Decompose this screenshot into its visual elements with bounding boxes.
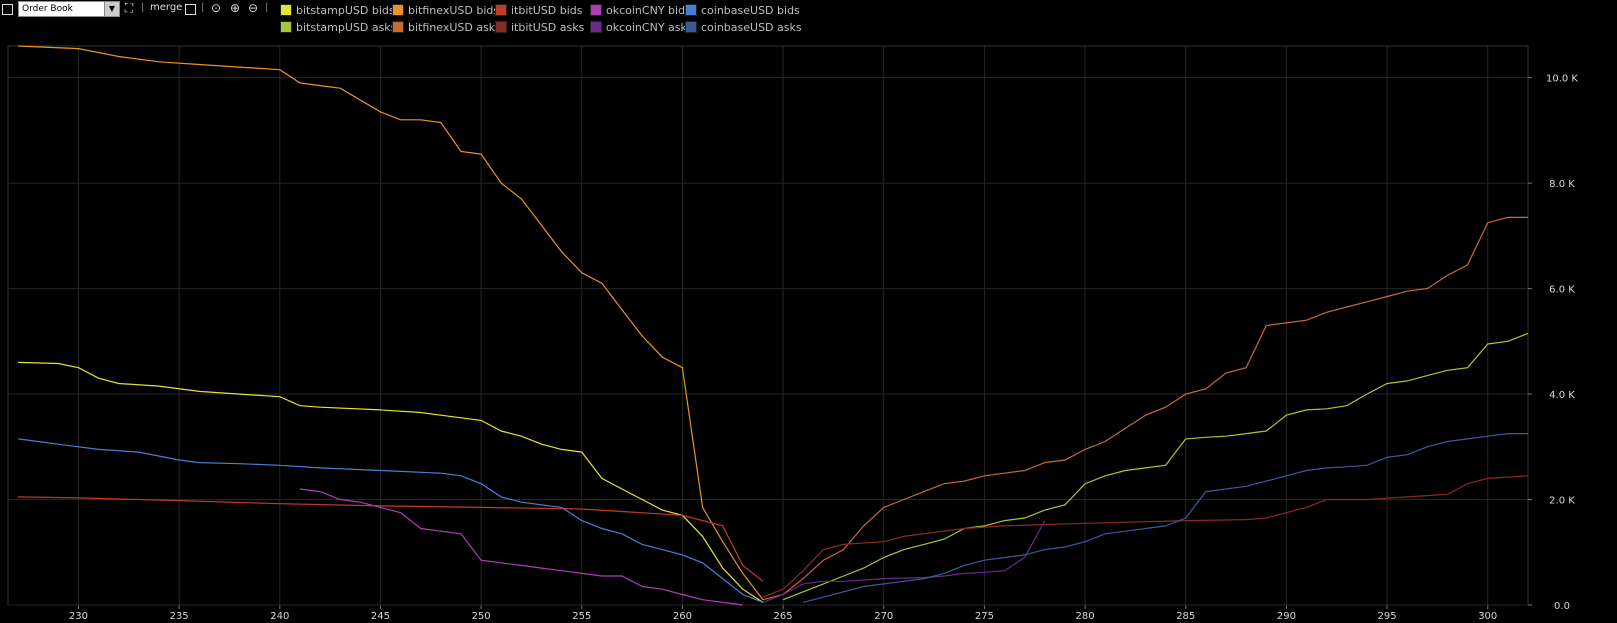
legend-item-okcoincny-asks[interactable]: okcoinCNY asks xyxy=(590,19,693,35)
toolbar-separator: | xyxy=(201,2,205,13)
y-tick-label: 4.0 K xyxy=(1549,390,1575,401)
x-tick-label: 295 xyxy=(1378,611,1397,622)
y-tick-label: 10.0 K xyxy=(1546,74,1578,85)
x-tick-label: 290 xyxy=(1277,611,1296,622)
legend-label: okcoinCNY asks xyxy=(606,20,693,34)
legend-swatch xyxy=(392,4,404,16)
series-line-coinbaseusd-bids xyxy=(18,438,764,603)
zoom-out-icon[interactable]: ⊖ xyxy=(247,1,259,15)
legend-label: coinbaseUSD bids xyxy=(701,3,800,17)
zoom-in-icon[interactable]: ⊕ xyxy=(229,1,241,15)
legend-swatch xyxy=(280,4,292,16)
view-select[interactable]: Order Book ▼ xyxy=(18,1,120,17)
legend-label: bitfinexUSD asks xyxy=(408,20,501,34)
x-tick-label: 265 xyxy=(774,611,793,622)
legend-item-bitstampusd-asks[interactable]: bitstampUSD asks xyxy=(280,19,396,35)
y-tick-label: 8.0 K xyxy=(1549,179,1575,190)
x-tick-label: 235 xyxy=(170,611,189,622)
legend-label: coinbaseUSD asks xyxy=(701,20,802,34)
legend-item-coinbaseusd-bids[interactable]: coinbaseUSD bids xyxy=(685,2,800,18)
series-line-bitstampusd-bids xyxy=(18,361,764,603)
legend-swatch xyxy=(495,4,507,16)
legend-item-itbitusd-asks[interactable]: itbitUSD asks xyxy=(495,19,584,35)
series-line-bitfinexusd-asks xyxy=(762,216,1528,601)
legend-label: okcoinCNY bids xyxy=(606,3,691,17)
legend-swatch xyxy=(590,4,602,16)
plot-area xyxy=(7,45,1529,606)
series-line-itbitusd-bids xyxy=(18,496,764,582)
legend-item-itbitusd-bids[interactable]: itbitUSD bids xyxy=(495,2,582,18)
x-tick-label: 300 xyxy=(1478,611,1497,622)
x-tick-label: 280 xyxy=(1076,611,1095,622)
legend-swatch xyxy=(590,21,602,33)
y-tick-label: 6.0 K xyxy=(1549,285,1575,296)
fit-view-icon[interactable]: ⛶ xyxy=(124,1,134,15)
legend-label: bitfinexUSD bids xyxy=(408,3,500,17)
toolbar-separator: | xyxy=(265,2,269,13)
legend-label: itbitUSD bids xyxy=(511,3,583,17)
x-tick-label: 255 xyxy=(572,611,591,622)
series-line-bitstampusd-asks xyxy=(782,332,1529,601)
x-tick-label: 285 xyxy=(1176,611,1195,622)
legend-swatch xyxy=(495,21,507,33)
x-tick-label: 240 xyxy=(270,611,289,622)
x-tick-label: 250 xyxy=(472,611,491,622)
legend-item-okcoincny-bids[interactable]: okcoinCNY bids xyxy=(590,2,691,18)
merge-checkbox[interactable] xyxy=(185,4,196,15)
series-line-itbitusd-asks xyxy=(762,475,1529,598)
zoom-icon[interactable]: ⊙ xyxy=(210,1,222,15)
legend-item-bitstampusd-bids[interactable]: bitstampUSD bids xyxy=(280,2,395,18)
y-tick-label: 0.0 xyxy=(1554,601,1570,612)
toolbar-separator: | xyxy=(141,2,145,13)
x-tick-label: 270 xyxy=(874,611,893,622)
x-tick-label: 230 xyxy=(69,611,88,622)
legend-item-bitfinexusd-asks[interactable]: bitfinexUSD asks xyxy=(392,19,501,35)
toolbar: Order Book ▼ ⛶ | merge | ⊙ ⊕ ⊖ | xyxy=(0,0,290,20)
legend-swatch xyxy=(685,4,697,16)
series-line-okcoincny-bids xyxy=(299,488,743,606)
x-tick-label: 245 xyxy=(371,611,390,622)
series-line-coinbaseusd-asks xyxy=(803,433,1528,603)
x-tick-label: 275 xyxy=(975,611,994,622)
legend-item-bitfinexusd-bids[interactable]: bitfinexUSD bids xyxy=(392,2,499,18)
legend-label: bitstampUSD asks xyxy=(296,20,397,34)
legend-label: itbitUSD asks xyxy=(511,20,585,34)
series-line-okcoincny-asks xyxy=(762,520,1046,603)
merge-label: merge xyxy=(150,2,183,13)
chevron-down-icon[interactable]: ▼ xyxy=(104,2,119,16)
legend-swatch xyxy=(685,21,697,33)
legend-swatch xyxy=(280,21,292,33)
view-select-value: Order Book xyxy=(22,4,73,14)
y-tick-label: 2.0 K xyxy=(1549,496,1575,507)
series-line-bitfinexusd-bids xyxy=(18,45,764,601)
x-tick-label: 260 xyxy=(673,611,692,622)
show-chart-checkbox[interactable] xyxy=(2,4,13,15)
legend-swatch xyxy=(392,21,404,33)
legend-item-coinbaseusd-asks[interactable]: coinbaseUSD asks xyxy=(685,19,802,35)
legend-label: bitstampUSD bids xyxy=(296,3,395,17)
